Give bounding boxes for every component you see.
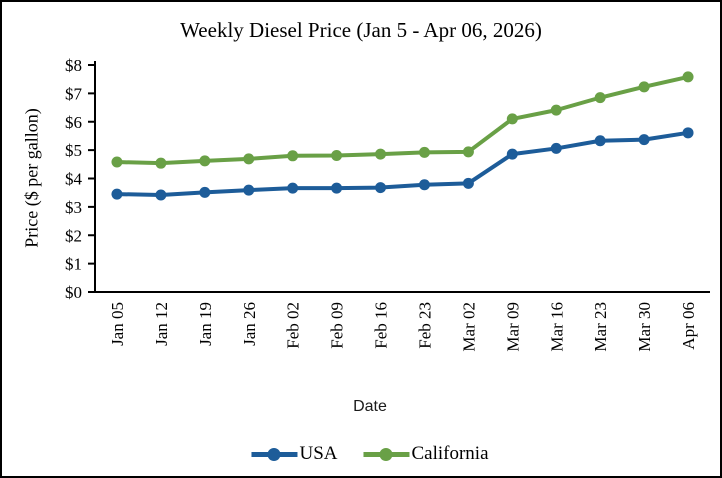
y-tick-label: $2 xyxy=(65,226,82,245)
legend-item-california: California xyxy=(363,443,489,465)
data-point-california xyxy=(155,157,167,169)
y-tick-label: $1 xyxy=(65,255,82,274)
data-point-california xyxy=(111,156,123,168)
y-axis-title: Price ($ per gallon) xyxy=(21,108,42,248)
x-tick-label: Mar 02 xyxy=(459,302,478,352)
data-point-california xyxy=(375,148,387,160)
data-point-usa xyxy=(199,186,211,198)
data-point-usa xyxy=(331,182,343,194)
series-line-california xyxy=(114,74,691,166)
data-point-usa xyxy=(462,177,474,189)
x-tick-label: Jan 19 xyxy=(196,302,215,346)
x-axis-title: Date xyxy=(353,398,387,415)
x-tick-label: Mar 09 xyxy=(503,302,522,352)
data-point-california xyxy=(462,146,474,158)
data-point-california xyxy=(594,92,606,104)
data-point-usa xyxy=(638,134,650,146)
data-point-california xyxy=(243,153,255,165)
x-tick-label: Feb 16 xyxy=(372,302,391,349)
x-tick-label: Mar 23 xyxy=(591,302,610,352)
data-point-california xyxy=(418,146,430,158)
legend: USA California xyxy=(251,443,489,465)
x-tick-label: Jan 12 xyxy=(152,302,171,346)
data-point-usa xyxy=(418,179,430,191)
x-tick-label: Feb 23 xyxy=(415,302,434,349)
x-tick-label: Mar 30 xyxy=(635,302,654,352)
data-point-california xyxy=(506,113,518,125)
data-point-usa xyxy=(594,135,606,147)
data-point-california xyxy=(638,81,650,93)
x-tick-label: Jan 26 xyxy=(240,302,259,346)
data-point-usa xyxy=(550,142,562,154)
series-line-usa xyxy=(114,130,691,197)
x-tick-label: Apr 06 xyxy=(679,302,698,350)
y-tick-label: $7 xyxy=(65,84,83,103)
y-tick-label: $6 xyxy=(65,113,82,132)
y-tick-label: $3 xyxy=(65,198,82,217)
california-line-marker-icon xyxy=(363,447,410,461)
data-point-usa xyxy=(375,182,387,194)
data-point-usa xyxy=(111,188,123,200)
data-point-usa xyxy=(506,148,518,160)
california-dot-icon xyxy=(379,447,393,461)
data-point-usa xyxy=(243,184,255,196)
y-tick-label: $0 xyxy=(65,283,82,302)
x-tick-label: Jan 05 xyxy=(108,302,127,346)
data-point-usa xyxy=(155,189,167,201)
legend-label-california: California xyxy=(411,443,489,464)
data-point-california xyxy=(331,150,343,162)
legend-label-usa: USA xyxy=(299,443,338,464)
data-point-california xyxy=(682,71,694,83)
data-point-california xyxy=(287,150,299,162)
legend-item-usa: USA xyxy=(251,443,337,465)
x-tick-label: Feb 09 xyxy=(328,302,347,349)
usa-line-marker-icon xyxy=(251,447,298,461)
data-point-usa xyxy=(287,182,299,194)
data-point-california xyxy=(199,155,211,167)
usa-dot-icon xyxy=(267,447,281,461)
y-tick-label: $8 xyxy=(65,56,82,75)
x-tick-label: Feb 02 xyxy=(284,302,303,349)
data-point-usa xyxy=(682,127,694,139)
chart-title: Weekly Diesel Price (Jan 5 - Apr 06, 202… xyxy=(180,18,542,42)
data-point-california xyxy=(550,104,562,116)
y-tick-label: $4 xyxy=(65,170,83,189)
y-tick-label: $5 xyxy=(65,141,82,160)
x-tick-label: Mar 16 xyxy=(547,302,566,352)
